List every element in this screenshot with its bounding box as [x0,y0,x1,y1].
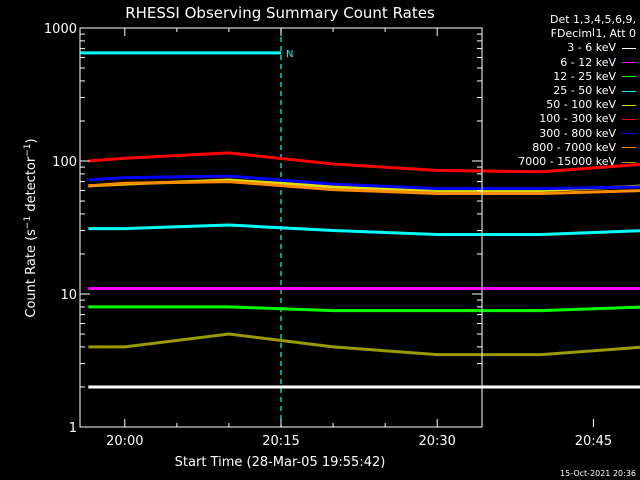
y-axis-label-sup2: −1 [23,143,33,156]
y-axis-label-mid: detector [24,156,39,216]
x-tick-label: 20:15 [262,434,299,449]
y-tick-label: 1 [69,421,77,436]
legend-swatch [622,48,636,49]
legend-swatch [622,104,636,106]
y-axis-ticks: 1 10 100 1000 [44,22,482,436]
y-tick-label: 10 [60,288,77,303]
legend-header-line-2: FDecim 1, Att 0 [550,27,636,41]
legend-entry: 300 - 800 keV [488,127,636,141]
footer-timestamp: 15-Oct-2021 20:36 [560,469,636,478]
series-line [88,287,640,290]
y-axis-label-main: Count Rate (s [24,229,39,318]
legend-header-line-1: Det 1,3,4,5,6,9, [549,13,636,26]
y-axis-label: Count Rate (s−1 detector−1) [23,138,39,317]
legend-entry: 100 - 300 keV [488,112,636,126]
annotation-label: N [286,49,293,60]
legend-entry: 800 - 7000 keV [488,141,636,155]
legend-entry: 6 - 12 keV [488,56,636,70]
y-tick-label: 1000 [44,22,77,37]
series-line [88,174,640,191]
series-line [88,223,640,236]
x-axis-label: Start Time (28-Mar-05 19:55:42) [175,455,386,470]
legend-entry-label: 100 - 300 keV [539,112,616,126]
legend-swatch [622,90,636,92]
legend-entry: 3 - 6 keV [488,41,636,55]
series-line [88,332,640,357]
y-tick-label: 100 [52,155,77,170]
chart-title: RHESSI Observing Summary Count Rates [125,4,435,22]
series-line [88,180,640,195]
legend-entry-label: 300 - 800 keV [539,126,616,140]
x-tick-label: 20:30 [418,434,455,449]
legend-entry: 12 - 25 keV [488,70,636,84]
legend-entry: 7000 - 15000 keV [488,155,636,169]
legend-entry-label: 800 - 7000 keV [532,140,616,154]
series-line [88,151,640,174]
x-tick-label: 20:00 [106,434,143,449]
legend-entry-label: 50 - 100 keV [546,98,616,112]
legend-swatch [622,133,636,135]
legend-entry-label: 3 - 6 keV [567,41,616,55]
legend-entry: 50 - 100 keV [488,98,636,112]
y-axis-label-end: ) [24,138,39,143]
legend-entries: 3 - 6 keV 6 - 12 keV 12 - 25 keV 25 - 50 ke… [488,41,636,169]
legend-swatch [622,62,636,64]
legend-entry-label: 6 - 12 keV [560,55,616,69]
legend-entry: 25 - 50 keV [488,84,636,98]
x-tick-label: 20:45 [575,434,612,449]
legend-entry-label: 12 - 25 keV [553,69,616,83]
series-line [88,305,640,313]
legend-entry-label: 7000 - 15000 keV [518,155,616,169]
plot-marks: NS [80,28,640,427]
legend-swatch [622,119,636,121]
legend-swatch [622,161,636,163]
legend: Det 1,3,4,5,6,9, FDecim 1, Att 0 3 - 6 k… [488,13,636,169]
y-axis-label-sup1: −1 [23,216,33,229]
legend-swatch [622,76,636,78]
legend-swatch [622,147,636,149]
legend-entry-label: 25 - 50 keV [553,84,616,98]
